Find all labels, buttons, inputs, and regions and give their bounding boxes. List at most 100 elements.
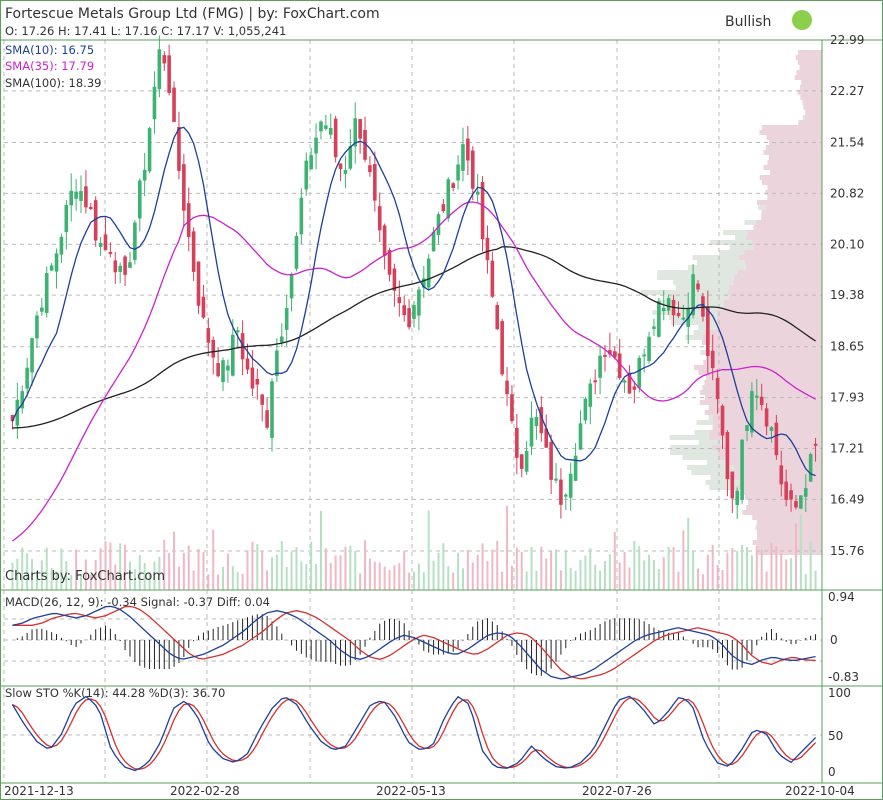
volume-bar: [300, 561, 303, 590]
volume-bar: [623, 551, 626, 590]
candle-body: [84, 186, 88, 208]
volume-bar: [603, 561, 606, 590]
volume-bar: [618, 562, 621, 590]
volume-profile-bar: [752, 240, 822, 245]
sma100-legend: SMA(100): 18.39: [5, 76, 101, 90]
volume-bar: [574, 570, 577, 590]
volume-bar: [408, 572, 411, 590]
date-tick: 2021-12-13: [4, 784, 74, 798]
volume-bar: [354, 550, 357, 590]
candle-body: [466, 138, 470, 161]
volume-profile-bar: [767, 185, 822, 190]
candle-body: [617, 353, 622, 378]
candle-body: [221, 360, 225, 383]
volume-bar: [349, 545, 352, 590]
candle-body: [706, 307, 710, 357]
volume-bar: [212, 529, 215, 590]
volume-profile-bar: [761, 180, 822, 185]
volume-profile-bar: [757, 530, 822, 535]
volume-bar: [187, 545, 190, 590]
candle-body: [64, 204, 69, 233]
volume-profile-bar: [753, 225, 822, 230]
volume-bar: [687, 517, 690, 590]
volume-profile-bar: [739, 255, 822, 260]
candle-body: [554, 478, 558, 481]
volume-bar: [422, 572, 425, 590]
volume-bar: [310, 541, 313, 590]
ohlcv-readout: O: 17.26 H: 17.41 L: 17.16 C: 17.17 V: 1…: [5, 24, 286, 38]
volume-bar: [256, 544, 259, 590]
volume-bar: [633, 540, 636, 590]
candle-body: [803, 488, 808, 497]
volume-bar: [643, 560, 646, 590]
volume-bar: [84, 559, 87, 590]
volume-bar: [794, 523, 797, 590]
volume-profile-bar: [795, 55, 822, 60]
volume-profile-bar: [769, 170, 822, 175]
volume-profile-bar: [755, 525, 822, 530]
volume-bar: [682, 530, 685, 590]
volume-bar: [755, 545, 758, 590]
candle-body: [608, 350, 612, 355]
candle-body: [157, 49, 162, 90]
candle-body: [397, 297, 402, 304]
candle-body: [784, 481, 788, 500]
volume-profile-bar: [734, 465, 822, 470]
candle-body: [730, 471, 735, 499]
candle-body: [324, 125, 328, 129]
candle-body: [456, 164, 460, 181]
volume-bar: [26, 553, 29, 590]
volume-bar: [290, 551, 293, 590]
volume-bar: [124, 544, 127, 590]
candle-body: [40, 307, 44, 312]
candle-body: [172, 87, 176, 122]
candle-body: [182, 164, 186, 211]
candle-body: [10, 415, 15, 422]
candle-body: [549, 441, 553, 480]
candle-body: [808, 454, 813, 482]
volume-bar: [555, 549, 558, 590]
candle-body: [255, 378, 260, 385]
candle-body: [196, 261, 201, 306]
candle-body: [436, 214, 441, 236]
volume-bar: [550, 551, 553, 590]
grid-lines: [3, 39, 823, 783]
volume-profile-bar: [694, 365, 822, 370]
candle-body: [564, 494, 568, 497]
volume-bar: [804, 573, 807, 590]
date-axis: 2021-12-13 2022-02-28 2022-05-13 2022-07…: [4, 784, 855, 798]
price-tick: 17.93: [830, 391, 864, 405]
volume-profile-bar: [703, 360, 822, 365]
volume-bar: [648, 554, 651, 590]
volume-profile-bar: [766, 135, 822, 140]
candle-body: [162, 55, 167, 64]
volume-bar: [295, 547, 298, 590]
price-tick: 21.54: [830, 135, 864, 149]
volume-profile-bar: [712, 445, 822, 450]
candle-body: [177, 127, 181, 171]
volume-bar: [540, 546, 543, 590]
volume-bar: [168, 553, 171, 590]
volume-bar: [16, 558, 19, 590]
volume-profile-bar: [748, 500, 822, 505]
volume-bar: [114, 564, 117, 590]
candle-body: [661, 307, 666, 312]
volume-bar: [158, 556, 161, 590]
macd-signal-line: [12, 605, 816, 680]
sentiment-label: Bullish: [725, 14, 771, 30]
volume-bar: [31, 558, 34, 590]
volume-profile-bar: [765, 205, 822, 210]
volume-bar: [491, 549, 494, 590]
candle-body: [426, 258, 431, 288]
candle-body: [583, 398, 588, 421]
macd-tick: -0.83: [828, 670, 859, 684]
candle-body: [637, 357, 642, 388]
volume-bar: [148, 571, 151, 590]
volume-bar: [726, 552, 729, 590]
volume-bar: [638, 546, 641, 590]
candle-body: [529, 417, 534, 447]
candle-body: [216, 363, 220, 377]
candle-body: [598, 355, 602, 378]
macd-axis: 0.94 0 -0.83: [828, 590, 859, 684]
candle-body: [779, 465, 784, 485]
